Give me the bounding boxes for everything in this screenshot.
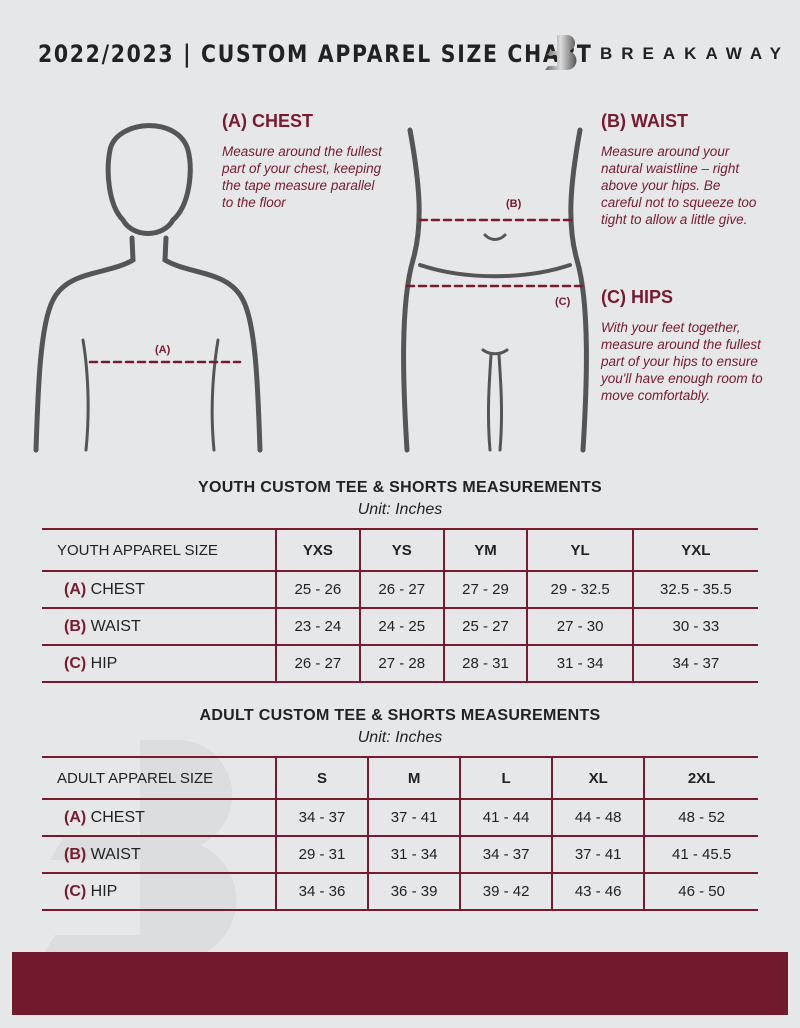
cell: 43 - 46 — [551, 872, 645, 911]
row-name: WAIST — [90, 845, 141, 863]
size-label: YOUTH APPAREL SIZE — [42, 528, 276, 572]
row-label: (A) CHEST — [42, 798, 276, 837]
footer-band — [12, 952, 788, 1015]
chest-marker: (A) — [155, 344, 171, 356]
breakaway-logo — [545, 35, 577, 70]
hips-heading: (C) HIPS — [601, 287, 673, 307]
cell: 24 - 25 — [358, 607, 444, 646]
youth-section-title: YOUTH CUSTOM TEE & SHORTS MEASUREMENTS — [197, 479, 603, 496]
cell: 44 - 48 — [551, 798, 645, 837]
row-name: CHEST — [90, 580, 145, 598]
row-label: (C) HIP — [42, 644, 276, 683]
cell: 34 - 36 — [274, 872, 369, 911]
cell: 34 - 37 — [631, 644, 758, 683]
size-header: YS — [358, 528, 444, 572]
cell: 25 - 26 — [275, 570, 360, 609]
size-header: YXL — [631, 528, 758, 572]
cell: 48 - 52 — [643, 798, 758, 837]
size-header: L — [459, 756, 553, 800]
size-header: YL — [526, 528, 633, 572]
cell: 37 - 41 — [551, 835, 645, 874]
table-header-row: ADULT APPAREL SIZE S M L XL 2XL — [42, 756, 758, 800]
youth-size-table: YOUTH APPAREL SIZE YXS YS YM YL YXL (A) CHES… — [42, 528, 758, 683]
chest-description: Measure around the fullest part of your … — [222, 144, 382, 210]
chest-heading: (A) CHEST — [222, 111, 313, 131]
row-code: (C) — [64, 882, 87, 900]
adult-unit: Unit: Inches — [357, 729, 443, 746]
table-row: (B) WAIST 23 - 24 24 - 25 25 - 27 27 - 30 30… — [42, 607, 758, 646]
brand-name: BREAKAWAY — [600, 44, 790, 63]
cell: 41 - 44 — [459, 798, 553, 837]
size-header: 2XL — [643, 756, 758, 800]
cell: 36 - 39 — [367, 872, 461, 911]
youth-unit: Unit: Inches — [357, 501, 443, 518]
row-label: (B) WAIST — [42, 835, 276, 874]
cell: 32.5 - 35.5 — [631, 570, 758, 609]
cell: 27 - 30 — [526, 607, 633, 646]
lower-body-figure — [401, 127, 589, 453]
row-code: (A) — [64, 808, 87, 826]
cell: 25 - 27 — [442, 607, 528, 646]
adult-size-table: ADULT APPAREL SIZE S M L XL 2XL (A) CHEST 34… — [42, 756, 758, 911]
cell: 34 - 37 — [459, 835, 553, 874]
table-row: (C) HIP 26 - 27 27 - 28 28 - 31 31 - 34 34 -… — [42, 644, 758, 683]
table-row: (B) WAIST 29 - 31 31 - 34 34 - 37 37 - 41 41… — [42, 835, 758, 874]
cell: 37 - 41 — [367, 798, 461, 837]
cell: 41 - 45.5 — [643, 835, 758, 874]
size-header: YM — [442, 528, 528, 572]
row-label: (A) CHEST — [42, 570, 276, 609]
cell: 26 - 27 — [358, 570, 444, 609]
size-header: XL — [551, 756, 645, 800]
size-header: S — [274, 756, 369, 800]
cell: 29 - 31 — [274, 835, 369, 874]
table-row: (C) HIP 34 - 36 36 - 39 39 - 42 43 - 46 46 -… — [42, 872, 758, 911]
cell: 27 - 29 — [442, 570, 528, 609]
cell: 34 - 37 — [274, 798, 369, 837]
row-code: (B) — [64, 617, 87, 635]
waist-description: Measure around your natural waistline – … — [601, 144, 757, 227]
table-row: (A) CHEST 25 - 26 26 - 27 27 - 29 29 - 32.5… — [42, 570, 758, 609]
hips-description: With your feet together, measure around … — [601, 320, 763, 403]
row-name: HIP — [90, 654, 118, 672]
cell: 46 - 50 — [643, 872, 758, 911]
size-header: YXS — [275, 528, 360, 572]
waist-heading: (B) WAIST — [601, 111, 688, 131]
cell: 23 - 24 — [275, 607, 360, 646]
table-header-row: YOUTH APPAREL SIZE YXS YS YM YL YXL — [42, 528, 758, 572]
row-code: (A) — [64, 580, 87, 598]
cell: 26 - 27 — [275, 644, 360, 683]
table-row: (A) CHEST 34 - 37 37 - 41 41 - 44 44 - 48 48… — [42, 798, 758, 837]
row-label: (C) HIP — [42, 872, 276, 911]
waist-marker: (B) — [506, 198, 522, 210]
cell: 31 - 34 — [367, 835, 461, 874]
cell: 39 - 42 — [459, 872, 553, 911]
row-name: WAIST — [90, 617, 141, 635]
cell: 31 - 34 — [526, 644, 633, 683]
row-code: (B) — [64, 845, 87, 863]
adult-section-title: ADULT CUSTOM TEE & SHORTS MEASUREMENTS — [199, 707, 601, 724]
cell: 29 - 32.5 — [526, 570, 633, 609]
row-label: (B) WAIST — [42, 607, 276, 646]
row-name: HIP — [90, 882, 118, 900]
cell: 27 - 28 — [358, 644, 444, 683]
row-name: CHEST — [90, 808, 145, 826]
upper-body-figure — [33, 123, 263, 453]
cell: 28 - 31 — [442, 644, 528, 683]
page-title: 2022/2023 | CUSTOM APPAREL SIZE CHART — [38, 40, 593, 68]
hips-marker: (C) — [555, 296, 571, 308]
size-header: M — [367, 756, 461, 800]
size-label: ADULT APPAREL SIZE — [42, 756, 276, 800]
row-code: (C) — [64, 654, 87, 672]
cell: 30 - 33 — [631, 607, 758, 646]
